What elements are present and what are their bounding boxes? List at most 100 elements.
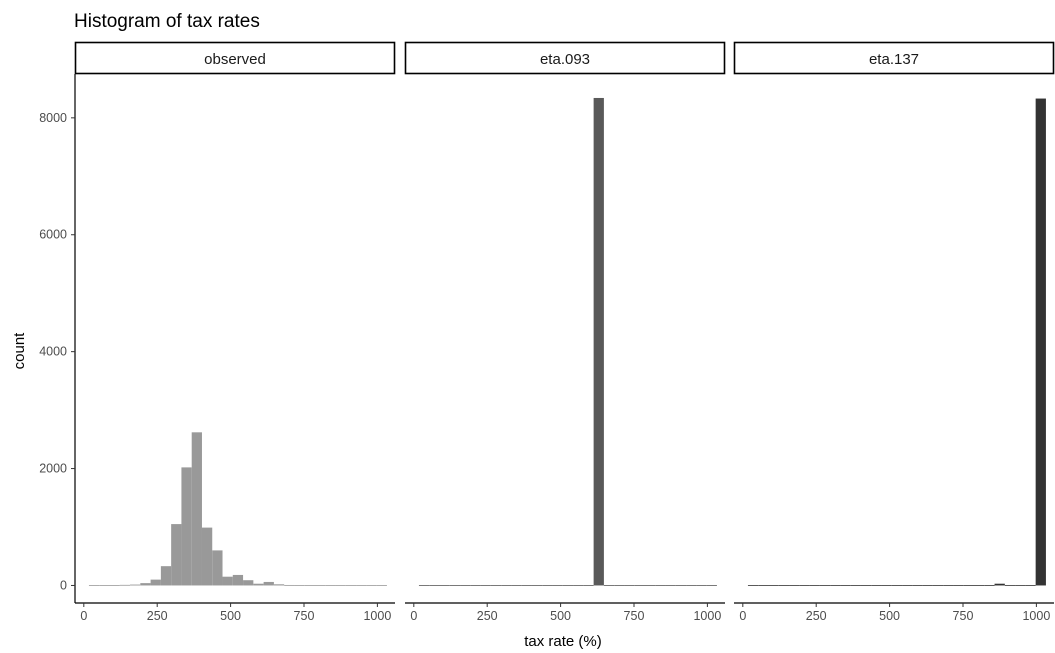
x-tick-label: 1000 (1022, 609, 1050, 623)
histogram-bar (768, 585, 779, 586)
histogram-bar (160, 566, 172, 586)
histogram-bar (356, 585, 367, 586)
x-tick-label: 0 (739, 609, 746, 623)
facet-strip (404, 41, 726, 75)
histogram-bar (655, 585, 666, 586)
facet-strip (733, 41, 1055, 75)
histogram-bar (943, 585, 954, 586)
histogram-bar (819, 585, 831, 586)
histogram-bar (99, 585, 110, 586)
histogram-bar (614, 585, 625, 586)
x-tick-label: 750 (624, 609, 645, 623)
histogram-bar (634, 585, 645, 586)
y-axis-title: count (11, 332, 28, 370)
x-tick-label: 750 (953, 609, 974, 623)
histogram-bar (345, 585, 357, 586)
histogram-bar (747, 585, 759, 586)
histogram-bar (429, 585, 440, 586)
histogram-bar (119, 584, 131, 586)
histogram-bar (449, 585, 461, 586)
histogram-bar (953, 585, 964, 586)
histogram-bar (212, 550, 223, 586)
x-tick-label: 250 (806, 609, 827, 623)
histogram-bar (418, 585, 430, 586)
histogram-bar (799, 585, 810, 586)
y-tick-label: 2000 (39, 462, 67, 476)
histogram-bar (222, 576, 233, 586)
histogram-bar (696, 585, 707, 586)
histogram-bar (686, 585, 697, 586)
facet-panel-2: eta.137 0 250 500 750 1000 (733, 41, 1055, 623)
histogram-bar (583, 585, 594, 586)
histogram-bar (809, 585, 820, 586)
x-tick-label: 0 (410, 609, 417, 623)
histogram-bar (840, 585, 851, 586)
histogram-bar (778, 585, 790, 586)
histogram-bar (593, 97, 604, 586)
histogram-bar (263, 581, 274, 586)
histogram-bar (830, 585, 841, 586)
histogram-bar (573, 585, 584, 586)
histogram-bar (706, 585, 717, 586)
x-tick-label: 0 (80, 609, 87, 623)
histogram-bar (140, 583, 151, 586)
x-axis-title: tax rate (%) (524, 633, 602, 650)
histogram-bar (984, 585, 995, 586)
histogram-bar (932, 585, 944, 586)
histogram-bar (366, 585, 377, 586)
x-tick-label: 500 (220, 609, 241, 623)
x-tick-label: 1000 (363, 609, 391, 623)
x-tick-label: 500 (550, 609, 571, 623)
histogram-bar (130, 584, 141, 586)
histogram-bar (1004, 585, 1016, 586)
y-tick-label: 0 (60, 578, 67, 592)
histogram-bar (994, 583, 1005, 586)
histogram-bar (284, 584, 295, 586)
histogram-bar (191, 432, 202, 586)
histogram-bar (603, 585, 615, 586)
histogram-bar (315, 585, 326, 586)
histogram-bar (181, 467, 192, 586)
histogram-bar (758, 585, 769, 586)
y-tick-label: 4000 (39, 345, 67, 359)
x-tick-label: 500 (879, 609, 900, 623)
facet-strip (74, 41, 396, 75)
histogram-bar (891, 585, 903, 586)
histogram-bar (871, 585, 882, 586)
facet-panels: observed 0 250 500 750 1000 0 2000 4000 6000 8000 e… (39, 41, 1055, 623)
histogram-bar (789, 585, 800, 586)
histogram-bar (460, 585, 471, 586)
histogram-bar (88, 585, 100, 586)
histogram-bar (881, 585, 892, 586)
histogram-bar (902, 585, 913, 586)
y-tick-label: 6000 (39, 228, 67, 242)
histogram-bar (562, 585, 574, 586)
histogram-bar (201, 527, 213, 586)
histogram-bar (860, 585, 872, 586)
histogram-bar (511, 585, 522, 586)
histogram-bar (171, 524, 182, 586)
histogram-bar (325, 585, 336, 586)
histogram-bar (1015, 585, 1026, 586)
histogram-bar (1025, 585, 1036, 586)
histogram-bar (335, 585, 346, 586)
histogram-bar (490, 585, 502, 586)
histogram-bar (109, 585, 120, 586)
histogram-bar (294, 585, 305, 586)
x-tick-label: 250 (477, 609, 498, 623)
histogram-bar (850, 585, 861, 586)
histogram-bar (521, 585, 532, 586)
histogram-bar (253, 583, 264, 586)
histogram-bar (675, 585, 687, 586)
histogram-bar (150, 579, 161, 586)
histogram-bar (912, 585, 923, 586)
histogram-bar (624, 585, 635, 586)
chart-title: Histogram of tax rates (74, 11, 260, 32)
histogram-bar (439, 585, 450, 586)
histogram-bar (304, 585, 315, 586)
histogram-bar (645, 585, 656, 586)
histogram-bar (665, 585, 676, 586)
histogram-bar (501, 585, 512, 586)
histogram-bar (243, 580, 254, 586)
